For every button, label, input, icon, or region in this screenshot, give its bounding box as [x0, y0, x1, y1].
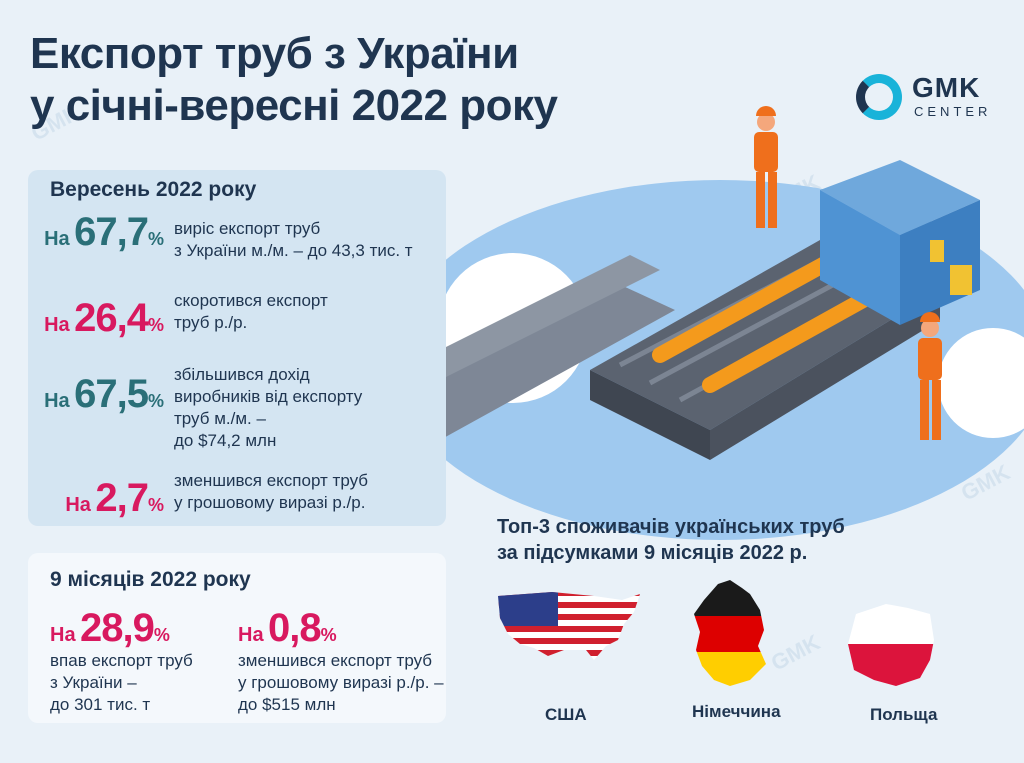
- title-line-1: Експорт труб з України: [30, 29, 519, 78]
- worker-icon: [918, 312, 942, 440]
- title-line-2: у січні-вересні 2022 року: [30, 81, 558, 130]
- nine-months-stat-2-value: На 0,8%: [238, 606, 337, 650]
- logo-brand: GMK: [912, 72, 981, 103]
- nine-months-panel: [28, 553, 446, 723]
- sept-stat-4-desc: зменшився експорт труб у грошовому вираз…: [174, 471, 369, 512]
- top3-heading: Топ-3 споживачів українських труб за під…: [497, 516, 845, 564]
- logo-sub: CENTER: [914, 104, 992, 119]
- sept-stat-4-value: На 2,7%: [65, 476, 164, 520]
- worker-icon: [754, 106, 778, 228]
- country-germany: Німеччина: [692, 702, 781, 721]
- usa-map-icon: [498, 592, 640, 660]
- sept-stat-2-value: На 26,4%: [44, 296, 164, 340]
- sept-stat-3-desc: збільшився дохід виробників від експорту…: [174, 365, 363, 450]
- nine-months-stat-2-desc: зменшився експорт труб у грошовому вираз…: [238, 651, 444, 714]
- sept-stat-3-value: На 67,5%: [44, 372, 164, 416]
- sept-stat-2-desc: скоротився експорт труб р./р.: [174, 291, 328, 332]
- gmk-center-logo: GMK CENTER: [856, 72, 1006, 122]
- sept-stat-1-desc: виріс експорт труб з України м./м. – до …: [174, 219, 413, 260]
- sept-stat-1-value: На 67,7%: [44, 210, 164, 254]
- poland-map-icon: [848, 604, 934, 686]
- germany-map-icon: [694, 580, 766, 686]
- country-usa: США: [545, 705, 587, 724]
- country-poland: Польща: [870, 705, 938, 724]
- watermark: GMK: [766, 629, 824, 676]
- september-heading: Вересень 2022 року: [50, 178, 257, 201]
- page-title: Експорт труб з України у січні-вересні 2…: [30, 28, 558, 132]
- september-panel: [28, 170, 446, 526]
- nine-months-stat-1-value: На 28,9%: [50, 606, 170, 650]
- logo-ring-icon: [856, 74, 902, 120]
- nine-months-stat-1-desc: впав експорт труб з України – до 301 тис…: [50, 651, 193, 714]
- machine-icon: [820, 160, 980, 325]
- nine-months-heading: 9 місяців 2022 року: [50, 568, 251, 591]
- decor-circle: [938, 328, 1024, 438]
